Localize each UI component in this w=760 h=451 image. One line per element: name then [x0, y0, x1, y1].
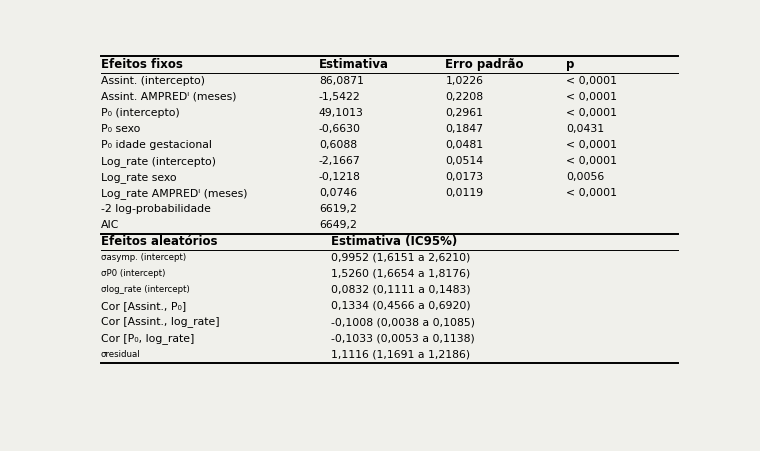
Text: < 0,0001: < 0,0001	[566, 156, 617, 166]
Text: 0,0119: 0,0119	[445, 188, 483, 198]
Text: Estimativa: Estimativa	[319, 58, 389, 71]
Text: -2 log-probabilidade: -2 log-probabilidade	[101, 204, 211, 214]
Text: σlog_rate (intercept): σlog_rate (intercept)	[101, 285, 190, 295]
Text: 1,0226: 1,0226	[445, 76, 483, 86]
Text: Assint. (intercepto): Assint. (intercepto)	[101, 76, 205, 86]
Text: σresidual: σresidual	[101, 350, 141, 359]
Text: Erro padrão: Erro padrão	[445, 58, 524, 71]
Text: < 0,0001: < 0,0001	[566, 108, 617, 118]
Text: 86,0871: 86,0871	[319, 76, 364, 86]
Text: σP0 (intercept): σP0 (intercept)	[101, 269, 165, 278]
Text: 6649,2: 6649,2	[319, 221, 356, 230]
Text: Assint. AMPREDᴵ (meses): Assint. AMPREDᴵ (meses)	[101, 92, 236, 102]
Text: 0,0056: 0,0056	[566, 172, 604, 182]
Text: 0,0173: 0,0173	[445, 172, 483, 182]
Text: 49,1013: 49,1013	[319, 108, 364, 118]
Text: -0,1218: -0,1218	[319, 172, 361, 182]
Text: P₀ (intercepto): P₀ (intercepto)	[101, 108, 179, 118]
Text: Cor [P₀, log_rate]: Cor [P₀, log_rate]	[101, 333, 195, 344]
Text: Estimativa (IC95%): Estimativa (IC95%)	[331, 235, 457, 248]
Text: < 0,0001: < 0,0001	[566, 92, 617, 102]
Text: -0,1033 (0,0053 a 0,1138): -0,1033 (0,0053 a 0,1138)	[331, 333, 474, 343]
Text: -1,5422: -1,5422	[319, 92, 360, 102]
Text: P₀ sexo: P₀ sexo	[101, 124, 141, 134]
Text: 0,2961: 0,2961	[445, 108, 483, 118]
Text: Log_rate sexo: Log_rate sexo	[101, 172, 176, 183]
Text: p: p	[566, 58, 575, 71]
Text: Log_rate AMPREDᴵ (meses): Log_rate AMPREDᴵ (meses)	[101, 188, 248, 199]
Text: 0,1847: 0,1847	[445, 124, 483, 134]
Text: 0,0514: 0,0514	[445, 156, 483, 166]
Text: 0,0481: 0,0481	[445, 140, 483, 150]
Text: Log_rate (intercepto): Log_rate (intercepto)	[101, 156, 216, 166]
Text: Cor [Assint., log_rate]: Cor [Assint., log_rate]	[101, 317, 220, 327]
Text: 0,2208: 0,2208	[445, 92, 483, 102]
Text: AIC: AIC	[101, 221, 119, 230]
Text: < 0,0001: < 0,0001	[566, 76, 617, 86]
Text: Efeitos fixos: Efeitos fixos	[101, 58, 182, 71]
Text: Cor [Assint., P₀]: Cor [Assint., P₀]	[101, 301, 186, 311]
Text: 0,0832 (0,1111 a 0,1483): 0,0832 (0,1111 a 0,1483)	[331, 285, 470, 295]
Text: -2,1667: -2,1667	[319, 156, 360, 166]
Text: 0,1334 (0,4566 a 0,6920): 0,1334 (0,4566 a 0,6920)	[331, 301, 470, 311]
Text: 1,1116 (1,1691 a 1,2186): 1,1116 (1,1691 a 1,2186)	[331, 349, 470, 359]
Text: < 0,0001: < 0,0001	[566, 188, 617, 198]
Text: P₀ idade gestacional: P₀ idade gestacional	[101, 140, 212, 150]
Text: 6619,2: 6619,2	[319, 204, 356, 214]
Text: 0,9952 (1,6151 a 2,6210): 0,9952 (1,6151 a 2,6210)	[331, 253, 470, 262]
Text: 0,0431: 0,0431	[566, 124, 604, 134]
Text: -0,6630: -0,6630	[319, 124, 361, 134]
Text: Efeitos aleatórios: Efeitos aleatórios	[101, 235, 217, 248]
Text: 0,6088: 0,6088	[319, 140, 357, 150]
Text: 1,5260 (1,6654 a 1,8176): 1,5260 (1,6654 a 1,8176)	[331, 269, 470, 279]
Text: -0,1008 (0,0038 a 0,1085): -0,1008 (0,0038 a 0,1085)	[331, 317, 474, 327]
Text: 0,0746: 0,0746	[319, 188, 357, 198]
Text: σasymp. (intercept): σasymp. (intercept)	[101, 253, 186, 262]
Text: < 0,0001: < 0,0001	[566, 140, 617, 150]
